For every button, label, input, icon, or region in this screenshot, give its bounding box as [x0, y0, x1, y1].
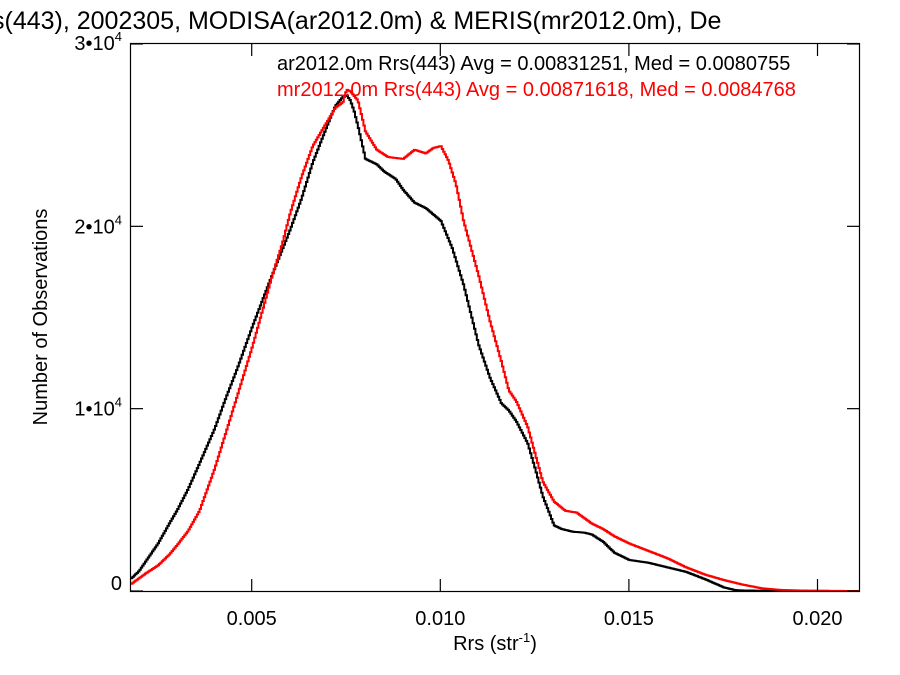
plot-series [131, 88, 860, 592]
legend-entry-mr2012: mr2012.0m Rrs(443) Avg = 0.00871618, Med… [277, 79, 796, 101]
x-axis: 0.005 0.010 0.015 0.020 [227, 44, 843, 630]
x-axis-label-close: ) [530, 633, 537, 655]
series-line-1 [131, 88, 860, 592]
y-tick-label-exponent: 4 [115, 395, 122, 410]
chart-title: s(443), 2002305, MODISA(ar2012.0m) & MER… [0, 7, 721, 35]
y-tick-label-base: 1•10 [74, 399, 114, 421]
x-tick-label: 0.005 [227, 608, 277, 630]
y-tick-label: 0 [111, 573, 122, 595]
x-tick-label: 0.015 [604, 608, 654, 630]
x-tick-label: 0.010 [415, 608, 465, 630]
y-tick-label-exponent: 4 [115, 29, 122, 44]
plot-frame [129, 42, 861, 593]
x-axis-label-superscript: -1 [519, 630, 531, 645]
y-tick-label-base: 0 [111, 573, 122, 595]
y-tick-label-base: 3•10 [74, 33, 114, 55]
y-tick-label-base: 2•10 [74, 216, 114, 238]
y-tick-label: 1•104 [74, 395, 122, 421]
y-tick-label-exponent: 4 [115, 212, 122, 227]
y-axis-label: Number of Observations [30, 209, 52, 426]
x-axis-label: Rrs (str-1) [453, 630, 537, 655]
y-tick-label: 2•104 [74, 212, 122, 238]
x-tick-label: 0.020 [792, 608, 842, 630]
x-axis-label-text: Rrs (str [453, 633, 519, 655]
y-tick-label: 3•104 [74, 29, 122, 55]
series-line-0 [131, 94, 859, 592]
legend: ar2012.0m Rrs(443) Avg = 0.00831251, Med… [277, 53, 796, 101]
legend-entry-ar2012: ar2012.0m Rrs(443) Avg = 0.00831251, Med… [277, 53, 790, 75]
